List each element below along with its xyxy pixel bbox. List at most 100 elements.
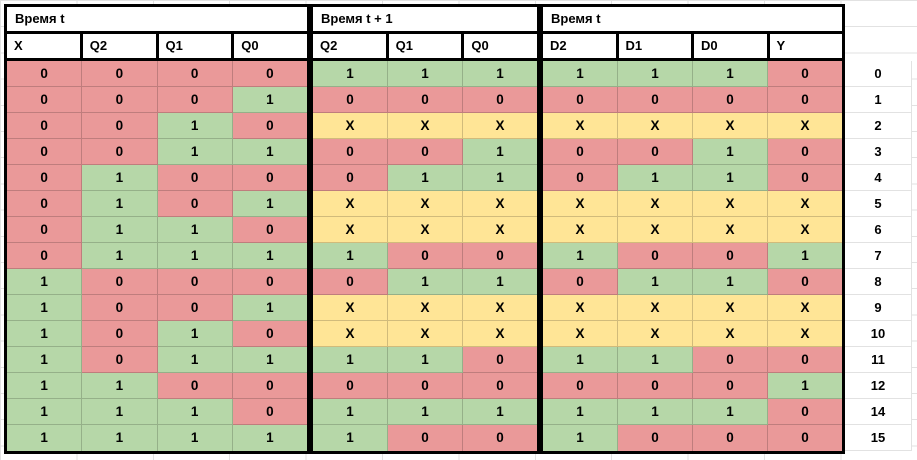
value-cell[interactable]: 0 bbox=[82, 269, 158, 295]
row-number-cell[interactable]: 10 bbox=[845, 321, 911, 347]
row-number-cell[interactable]: 5 bbox=[845, 191, 911, 217]
value-cell[interactable]: X bbox=[543, 295, 618, 321]
value-cell[interactable]: 0 bbox=[232, 399, 307, 425]
value-cell[interactable]: 0 bbox=[313, 87, 388, 113]
group-title-cell[interactable]: Время t bbox=[543, 7, 842, 34]
value-cell[interactable]: 0 bbox=[463, 347, 537, 373]
value-cell[interactable]: 1 bbox=[82, 425, 158, 451]
value-cell[interactable]: 0 bbox=[463, 87, 537, 113]
value-cell[interactable]: 1 bbox=[693, 139, 768, 165]
value-cell[interactable]: 1 bbox=[618, 165, 693, 191]
column-header-cell[interactable]: Q0 bbox=[234, 34, 307, 58]
value-cell[interactable]: 0 bbox=[618, 425, 693, 451]
value-cell[interactable]: X bbox=[768, 295, 842, 321]
value-cell[interactable]: 1 bbox=[7, 269, 83, 295]
row-number-cell[interactable]: 11 bbox=[845, 347, 911, 373]
value-cell[interactable]: 1 bbox=[232, 191, 307, 217]
value-cell[interactable]: 1 bbox=[157, 139, 233, 165]
value-cell[interactable]: 0 bbox=[232, 61, 307, 87]
value-cell[interactable]: 0 bbox=[82, 61, 158, 87]
value-cell[interactable]: 0 bbox=[7, 217, 83, 243]
value-cell[interactable]: 1 bbox=[388, 269, 463, 295]
value-cell[interactable]: 0 bbox=[157, 191, 233, 217]
value-cell[interactable]: 0 bbox=[618, 87, 693, 113]
value-cell[interactable]: 1 bbox=[543, 243, 618, 269]
value-cell[interactable]: 1 bbox=[463, 165, 537, 191]
value-cell[interactable]: 0 bbox=[82, 113, 158, 139]
value-cell[interactable]: 1 bbox=[693, 399, 768, 425]
value-cell[interactable]: 1 bbox=[157, 399, 233, 425]
value-cell[interactable]: 0 bbox=[543, 165, 618, 191]
group-title-cell[interactable]: Время t + 1 bbox=[313, 7, 537, 34]
value-cell[interactable]: 0 bbox=[313, 269, 388, 295]
row-number-cell[interactable]: 3 bbox=[845, 139, 911, 165]
value-cell[interactable]: 1 bbox=[313, 61, 388, 87]
row-number-cell[interactable]: 4 bbox=[845, 165, 911, 191]
value-cell[interactable]: 1 bbox=[618, 269, 693, 295]
column-header-cell[interactable]: X bbox=[7, 34, 83, 58]
value-cell[interactable]: 0 bbox=[232, 321, 307, 347]
value-cell[interactable]: 0 bbox=[388, 425, 463, 451]
value-cell[interactable]: X bbox=[693, 321, 768, 347]
value-cell[interactable]: 1 bbox=[232, 243, 307, 269]
value-cell[interactable]: 1 bbox=[7, 321, 83, 347]
value-cell[interactable]: 1 bbox=[82, 373, 158, 399]
value-cell[interactable]: 0 bbox=[543, 87, 618, 113]
value-cell[interactable]: 1 bbox=[7, 295, 83, 321]
value-cell[interactable]: 1 bbox=[232, 87, 307, 113]
value-cell[interactable]: 0 bbox=[157, 165, 233, 191]
column-header-cell[interactable]: Y bbox=[769, 34, 842, 58]
value-cell[interactable]: X bbox=[768, 321, 842, 347]
value-cell[interactable]: X bbox=[313, 321, 388, 347]
value-cell[interactable]: 1 bbox=[543, 347, 618, 373]
value-cell[interactable]: 0 bbox=[157, 373, 233, 399]
value-cell[interactable]: X bbox=[313, 191, 388, 217]
value-cell[interactable]: 1 bbox=[232, 139, 307, 165]
value-cell[interactable]: 1 bbox=[768, 243, 842, 269]
value-cell[interactable]: 1 bbox=[618, 399, 693, 425]
value-cell[interactable]: X bbox=[768, 113, 842, 139]
value-cell[interactable]: 1 bbox=[7, 373, 83, 399]
value-cell[interactable]: 1 bbox=[313, 425, 388, 451]
value-cell[interactable]: X bbox=[388, 191, 463, 217]
value-cell[interactable]: X bbox=[388, 321, 463, 347]
value-cell[interactable]: 0 bbox=[768, 165, 842, 191]
value-cell[interactable]: X bbox=[388, 113, 463, 139]
value-cell[interactable]: 1 bbox=[157, 113, 233, 139]
value-cell[interactable]: 1 bbox=[463, 269, 537, 295]
value-cell[interactable]: 0 bbox=[768, 61, 842, 87]
value-cell[interactable]: 0 bbox=[693, 347, 768, 373]
value-cell[interactable]: 0 bbox=[7, 165, 83, 191]
column-header-cell[interactable]: Q2 bbox=[313, 34, 389, 58]
value-cell[interactable]: 0 bbox=[693, 425, 768, 451]
value-cell[interactable]: 1 bbox=[157, 425, 233, 451]
value-cell[interactable]: 1 bbox=[7, 425, 83, 451]
value-cell[interactable]: X bbox=[543, 191, 618, 217]
value-cell[interactable]: 1 bbox=[232, 425, 307, 451]
value-cell[interactable]: 0 bbox=[463, 373, 537, 399]
value-cell[interactable]: 1 bbox=[232, 295, 307, 321]
row-number-cell[interactable]: 14 bbox=[845, 399, 911, 425]
value-cell[interactable]: 0 bbox=[618, 243, 693, 269]
value-cell[interactable]: 1 bbox=[157, 217, 233, 243]
column-header-cell[interactable]: Q1 bbox=[388, 34, 465, 58]
value-cell[interactable]: 1 bbox=[7, 399, 83, 425]
value-cell[interactable]: X bbox=[768, 217, 842, 243]
value-cell[interactable]: 0 bbox=[313, 139, 388, 165]
value-cell[interactable]: 0 bbox=[157, 269, 233, 295]
value-cell[interactable]: 0 bbox=[768, 269, 842, 295]
value-cell[interactable]: 1 bbox=[543, 425, 618, 451]
value-cell[interactable]: 0 bbox=[313, 165, 388, 191]
column-header-cell[interactable]: Q0 bbox=[464, 34, 538, 58]
row-number-cell[interactable]: 2 bbox=[845, 113, 911, 139]
value-cell[interactable]: 1 bbox=[313, 243, 388, 269]
value-cell[interactable]: 1 bbox=[7, 347, 83, 373]
value-cell[interactable]: 0 bbox=[388, 243, 463, 269]
value-cell[interactable]: 0 bbox=[7, 61, 83, 87]
row-number-cell[interactable]: 0 bbox=[845, 61, 911, 87]
value-cell[interactable]: 1 bbox=[543, 61, 618, 87]
value-cell[interactable]: 1 bbox=[388, 61, 463, 87]
value-cell[interactable]: 1 bbox=[388, 399, 463, 425]
value-cell[interactable]: 0 bbox=[82, 347, 158, 373]
value-cell[interactable]: 0 bbox=[82, 295, 158, 321]
